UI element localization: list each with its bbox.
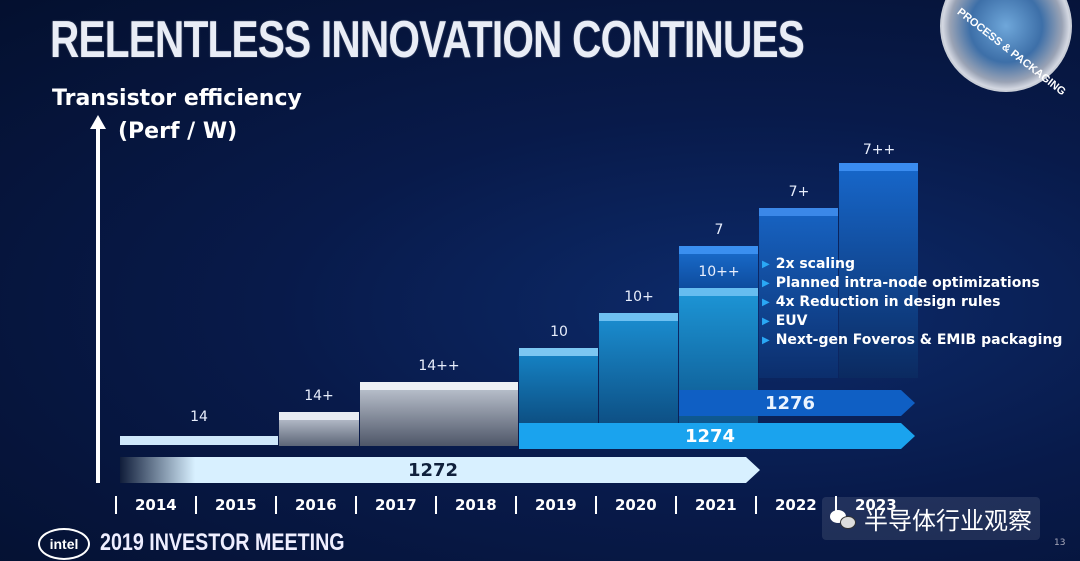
node-bar-14plus [279, 412, 359, 446]
node-label-7: 7 [714, 222, 724, 238]
tick-separator [835, 496, 837, 514]
feature-bullet: ▶ EUV [762, 313, 808, 329]
tick-separator [755, 496, 757, 514]
y-axis-label: Transistor efficiency [52, 86, 302, 111]
node-label-7plusplus: 7++ [862, 142, 896, 158]
year-tick: 2022 [755, 493, 835, 517]
node-label-10: 10 [550, 324, 568, 340]
y-axis-unit: (Perf / W) [118, 119, 238, 144]
node-bar-7 [679, 246, 758, 288]
bullet-triangle-icon: ▶ [762, 316, 770, 327]
node-bar-14plusplus [360, 382, 518, 446]
arrow-tip [901, 423, 915, 449]
feature-bullet: ▶ Planned intra-node optimizations [762, 275, 1040, 291]
year-tick: 2015 [195, 493, 275, 517]
year-tick: 2023 [835, 493, 915, 517]
feature-bullet: ▶ Next-gen Foveros & EMIB packaging [762, 332, 1063, 348]
wechat-watermark: 半导体行业观察 [822, 497, 1040, 540]
node-label-14plusplus: 14++ [418, 358, 460, 374]
node-cap [360, 382, 518, 390]
tick-separator [355, 496, 357, 514]
arrow-tip [901, 390, 915, 416]
node-cap [599, 313, 678, 321]
arrow-tip [746, 457, 760, 483]
tick-separator [275, 496, 277, 514]
process-arrow-label: 1272 [407, 459, 459, 481]
feature-bullet: ▶ 2x scaling [762, 256, 856, 272]
process-arrow-1274: 1274 [519, 423, 915, 449]
year-tick: 2021 [675, 493, 755, 517]
event-name: 2019 INVESTOR MEETING [100, 529, 345, 556]
tick-separator [595, 496, 597, 514]
node-cap [279, 412, 359, 420]
node-bar-10plusplus [679, 288, 758, 446]
watermark-text: 半导体行业观察 [864, 507, 1032, 535]
year-tick: 2014 [115, 493, 195, 517]
tick-separator [515, 496, 517, 514]
year-axis: 2014 2015 2016 2017 2018 2019 2020 2021 … [115, 493, 915, 517]
tick-separator [435, 496, 437, 514]
node-label-14plus: 14+ [304, 388, 334, 404]
node-bar-7plusplus [839, 163, 918, 378]
wechat-icon [830, 508, 856, 530]
tick-separator [115, 496, 117, 514]
intel-logo: intel [38, 528, 90, 560]
node-cap [679, 288, 758, 296]
year-tick: 2019 [515, 493, 595, 517]
process-arrow-label: 1274 [684, 425, 736, 447]
bullet-triangle-icon: ▶ [762, 278, 770, 289]
y-axis-line [96, 125, 100, 483]
process-arrow-1272: 1272 [120, 457, 760, 483]
node-bar-7plus [759, 208, 838, 378]
feature-bullet: ▶ 4x Reduction in design rules [762, 294, 1001, 310]
node-cap [519, 348, 598, 356]
node-bar-14 [120, 436, 278, 445]
node-cap [679, 246, 758, 254]
page-number: 13 [1054, 538, 1066, 548]
node-label-14: 14 [190, 409, 208, 425]
node-label-10plus: 10+ [624, 289, 654, 305]
bullet-triangle-icon: ▶ [762, 335, 770, 346]
process-arrow-label: 1276 [764, 392, 816, 414]
bullet-triangle-icon: ▶ [762, 297, 770, 308]
node-7-features-list: ▶ 2x scaling ▶ Planned intra-node optimiza… [762, 255, 1062, 350]
node-label-10plusplus: 10++ [698, 264, 740, 280]
tick-separator [675, 496, 677, 514]
node-cap [839, 163, 918, 171]
bullet-triangle-icon: ▶ [762, 259, 770, 270]
slide-title: RELENTLESS INNOVATION CONTINUES [50, 11, 805, 69]
tick-separator [195, 496, 197, 514]
node-label-7plus: 7+ [788, 184, 810, 200]
year-tick: 2020 [595, 493, 675, 517]
year-tick: 2017 [355, 493, 435, 517]
year-tick: 2018 [435, 493, 515, 517]
node-cap [759, 208, 838, 216]
y-axis-arrowhead [90, 115, 106, 129]
year-tick: 2016 [275, 493, 355, 517]
process-arrow-1276: 1276 [679, 390, 915, 416]
